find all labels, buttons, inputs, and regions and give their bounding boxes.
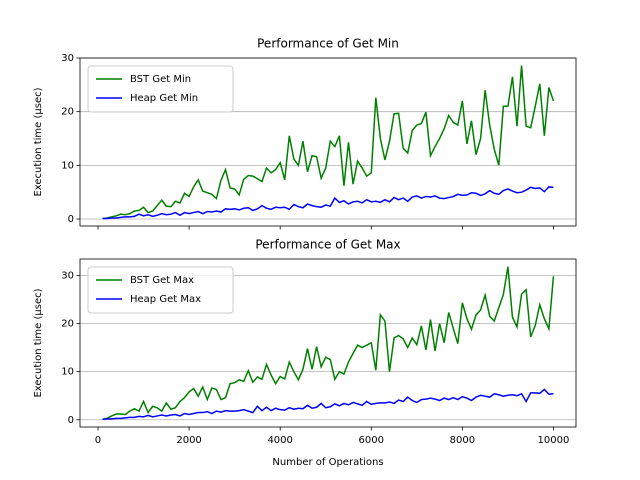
- x-tick-label: 2000: [176, 435, 201, 446]
- legend-label: Heap Get Max: [130, 294, 201, 305]
- x-tick-label: 0: [95, 435, 101, 446]
- chart-title: Performance of Get Min: [257, 37, 399, 51]
- y-tick-label: 10: [61, 367, 74, 378]
- y-tick-label: 30: [61, 53, 74, 64]
- series-line: [102, 186, 554, 220]
- y-axis-label: Execution time (μsec): [33, 288, 44, 397]
- y-tick-label: 20: [61, 107, 74, 118]
- y-tick-label: 0: [68, 214, 74, 225]
- x-tick-label: 8000: [450, 435, 475, 446]
- y-tick-label: 10: [61, 160, 74, 171]
- x-tick-label: 10000: [538, 435, 570, 446]
- series-line: [102, 388, 554, 421]
- x-tick-label: 6000: [359, 435, 384, 446]
- y-tick-label: 30: [61, 270, 74, 281]
- chart-title: Performance of Get Max: [255, 238, 400, 252]
- axes-frame: [79, 57, 577, 227]
- y-tick-label: 0: [68, 415, 74, 426]
- legend-label: BST Get Min: [130, 74, 191, 85]
- legend-box: [87, 266, 234, 314]
- y-axis-label: Execution time (μsec): [33, 87, 44, 196]
- x-tick-label: 4000: [267, 435, 292, 446]
- legend-box: [87, 65, 234, 113]
- series-line: [102, 266, 555, 421]
- axes-frame: [79, 258, 577, 428]
- legend-label: BST Get Max: [130, 275, 194, 286]
- series-line: [102, 65, 555, 220]
- x-axis-label: Number of Operations: [272, 457, 383, 468]
- y-tick-label: 20: [61, 319, 74, 330]
- legend-label: Heap Get Min: [130, 93, 198, 104]
